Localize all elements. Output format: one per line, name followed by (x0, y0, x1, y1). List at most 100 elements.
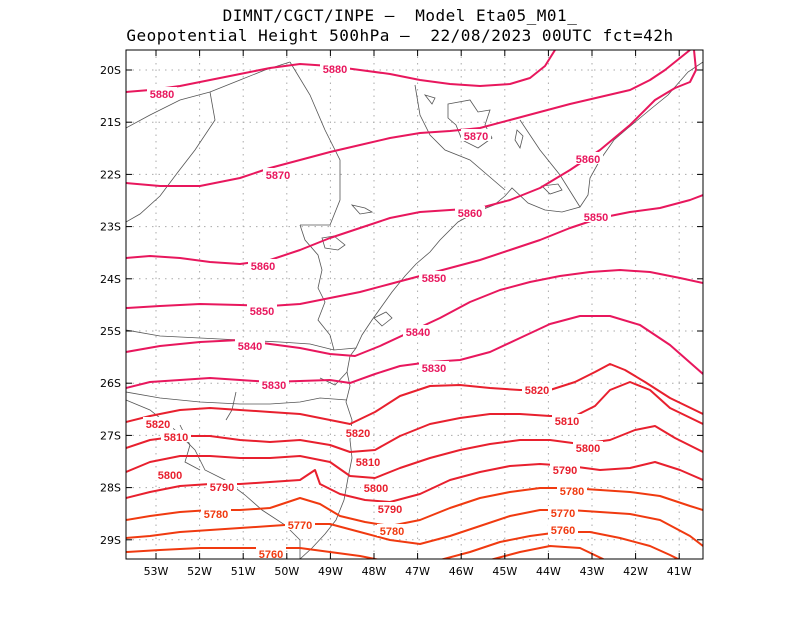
contour-label: 5810 (164, 432, 188, 444)
contour-label-bg (552, 414, 582, 426)
contour-label-bg (343, 426, 373, 438)
lon-label: 48W (362, 565, 387, 578)
contour-label-bg (147, 87, 177, 99)
contour-5820 (126, 363, 703, 425)
contour-label-bg (573, 441, 603, 453)
contour-label: 5880 (150, 89, 174, 101)
contour-label: 5830 (422, 363, 446, 375)
state-border (414, 84, 506, 191)
latitude-labels: 20S 21S 22S 23S 24S 25S 26S 27S 28S 29S (100, 64, 121, 547)
contour-label-bg (143, 417, 173, 429)
lon-label: 47W (405, 565, 430, 578)
contour-label-bg (550, 463, 580, 475)
lon-label: 50W (274, 565, 299, 578)
state-border (126, 391, 348, 405)
contour-label: 5860 (576, 154, 600, 166)
contour-5830 (126, 315, 703, 389)
title-line-1: DIMNT/CGCT/INPE – Model Eta05_M01_ (222, 6, 578, 25)
contour-label-bg (557, 484, 587, 496)
contour-label-bg (377, 524, 407, 536)
contour-label-bg (256, 547, 286, 559)
lat-label: 20S (100, 64, 121, 77)
lon-label: 43W (580, 565, 605, 578)
contour-5760 (489, 545, 606, 559)
lake (321, 235, 346, 251)
contour-label-bg (522, 383, 552, 395)
contour-label-bg (285, 518, 315, 530)
contour-5860 (126, 50, 697, 265)
lat-label: 29S (100, 534, 121, 547)
coastline (299, 61, 703, 559)
contour-label-bg (207, 480, 237, 492)
lon-label: 41W (667, 565, 692, 578)
lon-label: 45W (492, 565, 517, 578)
state-border (299, 224, 357, 351)
map-frame (125, 49, 704, 560)
lake (350, 204, 374, 215)
contour-5870 (126, 50, 691, 187)
contour-label: 5840 (406, 327, 430, 339)
state-border (225, 391, 237, 421)
lat-label: 24S (100, 273, 121, 286)
contour-label-bg (403, 325, 433, 337)
title-line-2: Geopotential Height 500hPa – 22/08/2023 … (126, 26, 674, 45)
lon-label: 51W (231, 565, 256, 578)
contour-label-bg (161, 430, 191, 442)
contour-label-bg (353, 455, 383, 467)
contour-label: 5770 (551, 508, 575, 520)
lake (423, 94, 436, 105)
contour-5800 (126, 425, 703, 479)
contour-label: 5790 (378, 504, 402, 516)
contour-label-bg (419, 361, 449, 373)
contour-label-bg (455, 206, 485, 218)
contour-label: 5880 (323, 64, 347, 76)
lon-label: 49W (318, 565, 343, 578)
state-border (126, 91, 216, 223)
contour-label: 5800 (364, 483, 388, 495)
contour-label-bg (361, 481, 391, 493)
lat-label: 25S (100, 325, 121, 338)
lat-label: 26S (100, 377, 121, 390)
lon-label: 46W (449, 565, 474, 578)
contour-label-bg (581, 210, 611, 222)
contour-label: 5790 (210, 482, 234, 494)
contour-label: 5870 (266, 170, 290, 182)
lon-label: 44W (536, 565, 561, 578)
contour-5760 (126, 547, 381, 559)
contour-label: 5820 (346, 428, 370, 440)
contour-label-bg (247, 304, 277, 316)
lat-label: 28S (100, 482, 121, 495)
contour-label-bg (548, 523, 578, 535)
lon-label: 53W (144, 565, 169, 578)
contour-label: 5780 (380, 526, 404, 538)
contour-labels: 5880 5880 5870 5870 5860 5860 5860 5850 5850 5850… (143, 62, 611, 559)
contour-5880 (126, 50, 556, 93)
state-border (519, 119, 581, 208)
contour-label-bg (320, 62, 350, 74)
contour-label-bg (235, 339, 265, 351)
lake (514, 129, 524, 150)
lat-label: 21S (100, 116, 121, 129)
lat-label: 22S (100, 168, 121, 181)
lat-label: 27S (100, 429, 121, 442)
state-border (289, 61, 341, 226)
lake (541, 183, 563, 195)
contour-label: 5770 (288, 520, 312, 532)
contour-label: 5850 (250, 306, 274, 318)
contour-label: 5780 (560, 486, 584, 498)
lon-label: 52W (187, 565, 212, 578)
contour-label-bg (548, 506, 578, 518)
lon-label: 42W (623, 565, 648, 578)
contour-label: 5760 (551, 525, 575, 537)
contour-label-bg (155, 468, 185, 480)
longitude-labels: 53W 52W 51W 50W 49W 48W 47W 46W 45W 44W 43W 42W 41W (144, 565, 692, 578)
contour-label: 5840 (238, 341, 262, 353)
contour-5850 (126, 194, 703, 309)
contour-label: 5870 (464, 131, 488, 143)
contour-label-bg (248, 259, 278, 271)
contour-label-bg (461, 129, 491, 141)
contour-label: 5810 (555, 416, 579, 428)
contour-label: 5800 (158, 470, 182, 482)
contour-label: 5860 (458, 208, 482, 220)
